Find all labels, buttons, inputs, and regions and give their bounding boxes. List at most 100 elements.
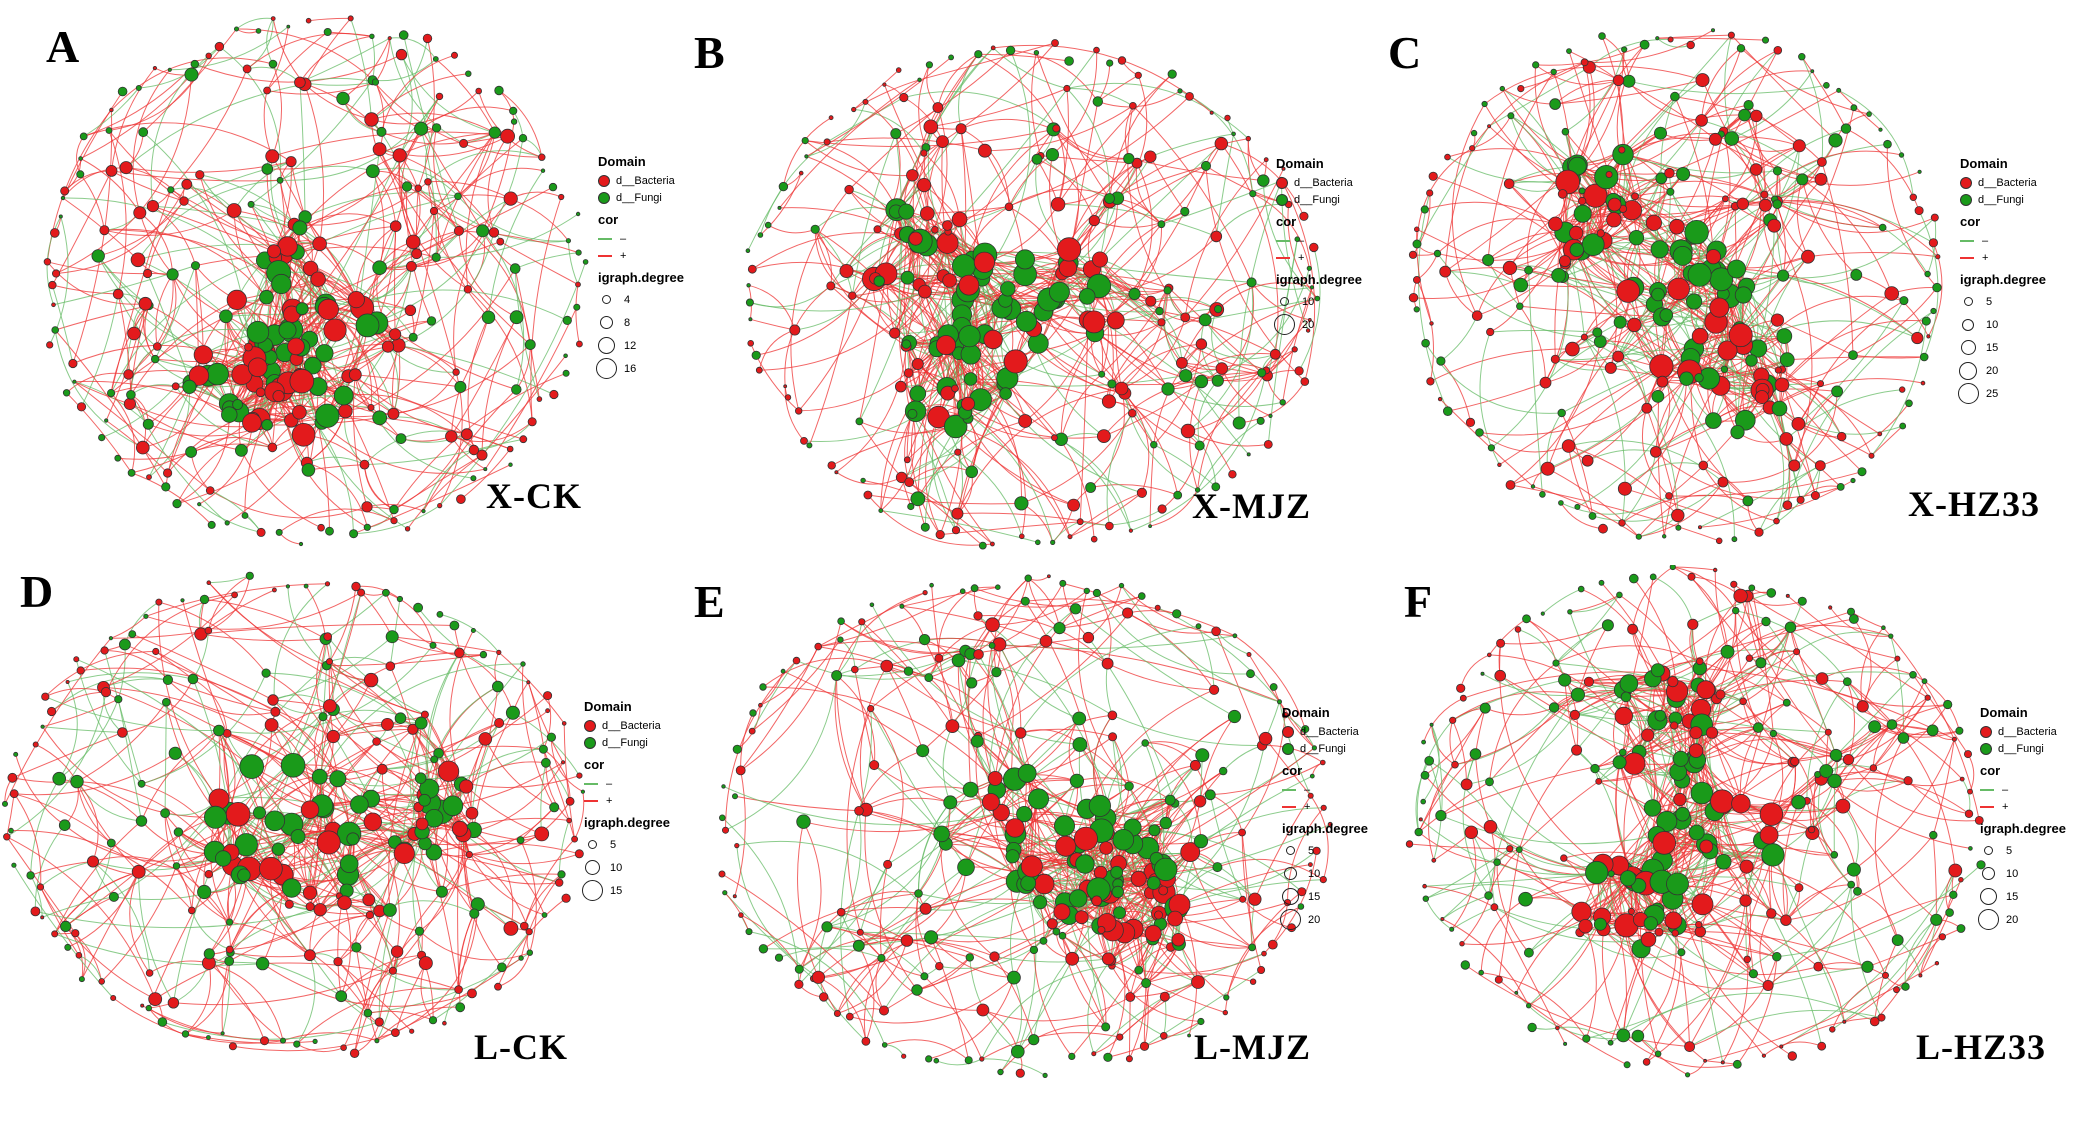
bacteria-node <box>214 41 225 52</box>
fungi-node <box>1123 153 1135 165</box>
bacteria-node <box>264 718 279 732</box>
fungi-node <box>541 757 551 768</box>
legend-domain-row: d__Fungi <box>1960 191 2046 208</box>
fungi-node <box>746 283 751 288</box>
positive-edge <box>750 343 800 412</box>
positive-edge <box>836 344 907 473</box>
degree-size-icon <box>1273 314 1295 335</box>
positive-edge <box>1801 56 1847 129</box>
bacteria-node <box>1469 145 1476 152</box>
bacteria-node <box>536 396 543 402</box>
fungi-node <box>232 399 244 410</box>
positive-edge <box>1547 468 1640 538</box>
fungi-node <box>213 724 225 737</box>
fungi-node <box>806 442 813 449</box>
positive-edge <box>66 392 133 474</box>
fungi-node <box>1033 50 1040 56</box>
bacteria-node <box>931 226 939 234</box>
bacteria-node <box>1760 190 1769 199</box>
fungi-node <box>185 446 198 458</box>
fungi-node <box>1622 74 1636 88</box>
bacteria-node <box>153 342 162 351</box>
negative-edge <box>368 899 394 971</box>
fungi-node <box>234 443 248 457</box>
bacteria-node <box>1801 249 1815 264</box>
negative-edge <box>1099 143 1222 260</box>
negative-edge <box>54 933 263 966</box>
fungi-node <box>207 520 216 529</box>
legend-cor-row: – <box>1276 232 1362 249</box>
negative-edge <box>1201 343 1276 360</box>
bacteria-node <box>247 357 268 378</box>
negative-edge <box>1066 82 1249 139</box>
positive-edge <box>1616 44 1646 197</box>
positive-edge <box>185 962 212 1035</box>
negative-edge <box>1758 465 1821 533</box>
positive-edge <box>908 481 984 546</box>
negative-edge <box>1080 508 1163 526</box>
degree-size-wrap <box>595 358 624 379</box>
bacteria-node <box>465 806 479 820</box>
negative-edge <box>1547 407 1648 470</box>
bacteria-node <box>828 115 834 121</box>
fungi-node <box>167 186 175 194</box>
positive-edge <box>1777 200 1883 228</box>
negative-edge <box>389 37 437 60</box>
fungi-node <box>1730 424 1745 440</box>
bacteria-node <box>289 368 315 394</box>
negative-edge <box>1588 38 1671 68</box>
fungi-node <box>301 463 316 477</box>
bacteria-node <box>1816 380 1824 388</box>
positive-edge <box>265 672 339 779</box>
positive-edge <box>1069 492 1143 538</box>
fungi-node <box>181 1030 190 1038</box>
bacteria-node <box>1129 102 1137 110</box>
bacteria-node <box>1429 321 1434 326</box>
fungi-node <box>1163 286 1172 295</box>
positive-edge <box>62 91 124 199</box>
negative-edge <box>53 265 196 306</box>
positive-edge <box>1852 287 1938 356</box>
positive-edge <box>1582 198 1775 216</box>
positive-edge <box>10 830 193 911</box>
positive-edge <box>12 732 123 779</box>
bacteria-node <box>363 812 383 831</box>
legend-domain-row: d__Bacteria <box>1276 174 1362 191</box>
positive-edge <box>510 191 562 200</box>
positive-edge <box>1781 369 1881 435</box>
negative-edge <box>964 411 1054 543</box>
bacteria-node <box>404 526 411 532</box>
negative-edge <box>34 824 66 912</box>
negative-edge <box>1555 279 1722 361</box>
positive-edge <box>563 723 576 840</box>
positive-edge <box>930 53 979 128</box>
positive-edge <box>1676 139 1716 227</box>
positive-edge <box>379 148 457 373</box>
bacteria-node <box>267 694 279 706</box>
bacteria-node <box>1093 46 1100 54</box>
fungi-node <box>162 674 173 686</box>
fungi-node <box>810 224 820 234</box>
bacteria-node <box>1561 439 1576 453</box>
negative-edge <box>371 38 428 120</box>
negative-edge <box>273 583 328 712</box>
positive-edge <box>831 426 956 466</box>
fungi-node <box>58 214 63 219</box>
bacteria-node <box>747 339 754 347</box>
positive-edge <box>1508 183 1566 265</box>
fungi-node <box>1064 56 1074 66</box>
bacteria-node <box>1899 386 1906 393</box>
fungi-node <box>1433 249 1442 258</box>
positive-edge <box>1184 168 1284 318</box>
bacteria-node <box>889 327 901 339</box>
fungi-node <box>1557 408 1566 418</box>
positive-edge <box>542 749 576 840</box>
negative-edge <box>436 213 579 258</box>
positive-edge <box>1413 232 1577 299</box>
fungi-node <box>479 650 488 659</box>
fungi-node <box>963 372 978 386</box>
bacteria-node <box>1131 157 1143 169</box>
fungi-node <box>135 85 142 92</box>
bacteria-node <box>415 817 429 831</box>
negative-edge <box>853 109 925 154</box>
